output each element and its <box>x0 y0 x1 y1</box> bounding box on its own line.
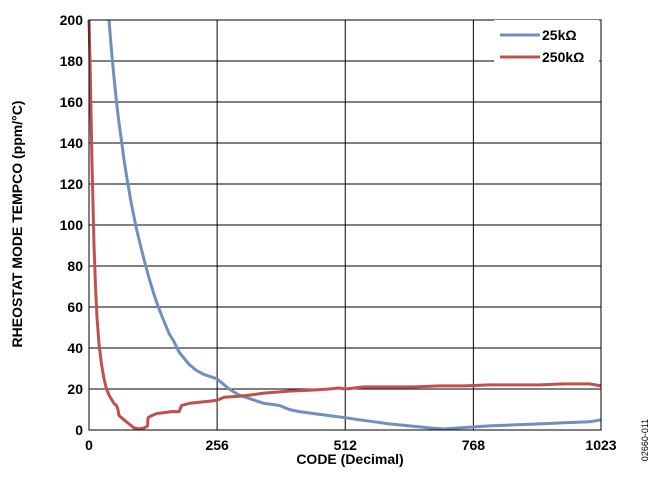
legend-label: 25kΩ <box>542 27 577 43</box>
x-tick-label: 512 <box>334 437 358 453</box>
series-layer <box>87 19 602 431</box>
plot-frame <box>88 19 602 431</box>
y-tick-label: 40 <box>67 340 83 356</box>
y-tick-label: 80 <box>67 258 83 274</box>
x-tick-label: 0 <box>85 437 93 453</box>
x-tick-label: 1023 <box>585 437 616 453</box>
series-line-2 <box>87 19 602 431</box>
x-tick-label: 768 <box>462 437 486 453</box>
y-axis-title: RHEOSTAT MODE TEMPCO (ppm/°C) <box>9 101 25 348</box>
y-tick-label: 160 <box>60 94 84 110</box>
y-tick-label: 20 <box>67 381 83 397</box>
x-axis-title: CODE (Decimal) <box>296 451 403 467</box>
tick-labels: 0 20 40 60 80 100 120 140 160 180 200 0 256 512 768 102… <box>60 12 617 453</box>
y-tick-label: 180 <box>60 53 84 69</box>
figure-id: 02660-011 <box>640 419 650 461</box>
grid-lines <box>88 19 602 431</box>
y-tick-label: 140 <box>60 135 84 151</box>
y-tick-label: 60 <box>67 299 83 315</box>
legend: 25kΩ 250kΩ <box>494 20 599 66</box>
y-tick-label: 100 <box>60 217 84 233</box>
x-tick-label: 256 <box>205 437 229 453</box>
y-tick-label: 120 <box>60 176 84 192</box>
series-line-1 <box>107 19 602 431</box>
y-tick-label: 200 <box>60 12 84 28</box>
y-tick-label: 0 <box>75 422 83 438</box>
legend-label: 250kΩ <box>542 49 584 65</box>
